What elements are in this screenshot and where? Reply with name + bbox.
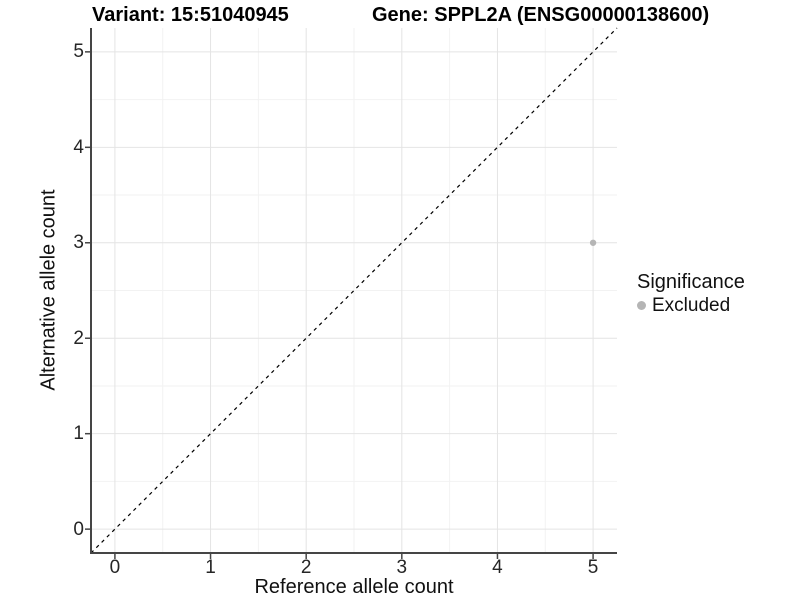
plot-title-variant: Variant: 15:51040945 [92, 4, 289, 26]
x-tick-label: 4 [492, 557, 503, 578]
data-point [589, 239, 597, 246]
legend-item-label: Excluded [652, 295, 731, 316]
y-tick-label: 3 [73, 232, 84, 254]
x-tick-label: 0 [109, 557, 121, 578]
legend: Significance Excluded [637, 271, 745, 316]
y-axis-title-text: Alternative allele count [37, 189, 60, 391]
y-tick-label: 5 [73, 41, 84, 63]
y-tick-label: 1 [73, 423, 84, 445]
y-tick-label: 2 [73, 327, 84, 349]
x-tick-label: 1 [205, 557, 216, 578]
x-axis-title: Reference allele count [254, 576, 454, 598]
x-tick-label: 3 [396, 557, 408, 578]
plot-title-gene: Gene: SPPL2A (ENSG00000138600) [372, 4, 710, 26]
y-tick-label: 0 [73, 518, 84, 540]
y-tick-label: 4 [73, 136, 84, 158]
legend-point-icon [637, 301, 646, 310]
plot-title-row: Variant: 15:51040945 Gene: SPPL2A (ENSG0… [0, 4, 800, 28]
x-tick-label: 2 [300, 557, 312, 578]
legend-title: Significance [637, 271, 745, 293]
x-tick-label: 5 [587, 557, 599, 578]
legend-item-excluded: Excluded [637, 295, 745, 316]
